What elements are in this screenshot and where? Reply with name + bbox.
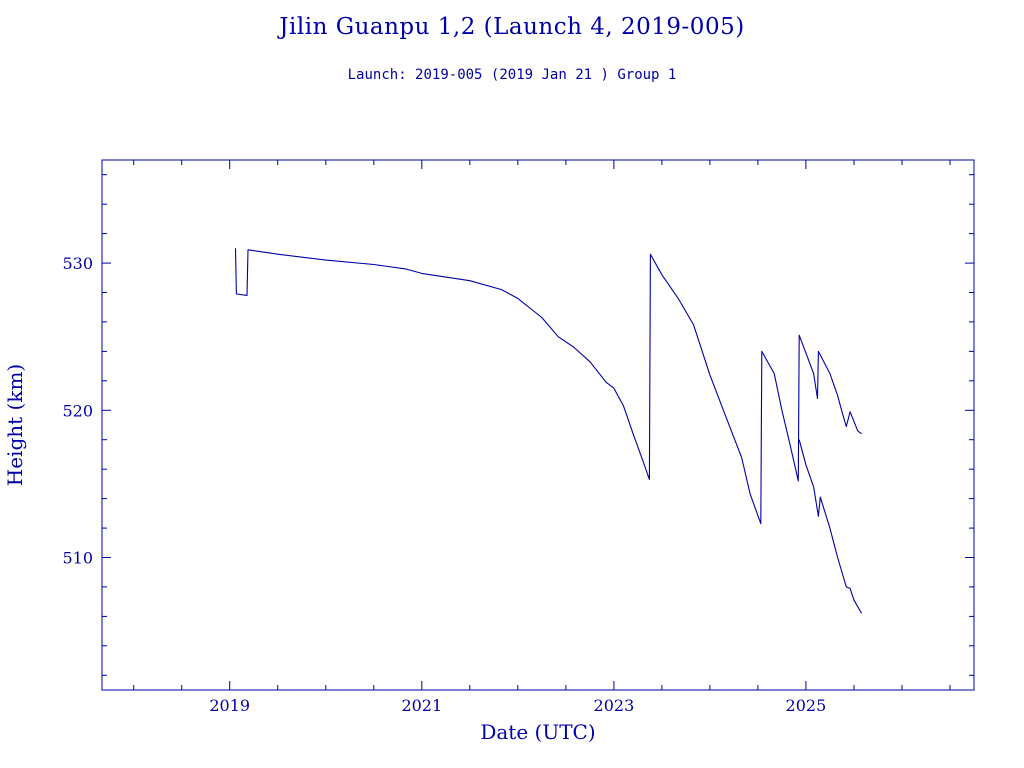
x-tick-label: 2023 — [594, 696, 635, 715]
chart-subtitle: Launch: 2019-005 (2019 Jan 21 ) Group 1 — [347, 67, 677, 83]
y-tick-label: 530 — [62, 254, 93, 273]
series-group — [234, 248, 863, 614]
series-line-2 — [798, 439, 863, 614]
y-tick-label: 510 — [62, 549, 93, 568]
series-line-1 — [234, 248, 862, 525]
x-axis-label: Date (UTC) — [480, 720, 595, 744]
x-tick-label: 2021 — [401, 696, 442, 715]
axis-ticks — [102, 160, 974, 690]
x-tick-label: 2019 — [209, 696, 250, 715]
tick-labels: 2019 2021 2023 2025 510 520 530 — [62, 254, 826, 715]
x-tick-label: 2025 — [786, 696, 827, 715]
plot-frame — [101, 159, 975, 691]
y-axis-label: Height (km) — [3, 364, 27, 486]
y-tick-label: 520 — [62, 401, 93, 420]
chart-title: Jilin Guanpu 1,2 (Launch 4, 2019-005) — [279, 14, 745, 40]
